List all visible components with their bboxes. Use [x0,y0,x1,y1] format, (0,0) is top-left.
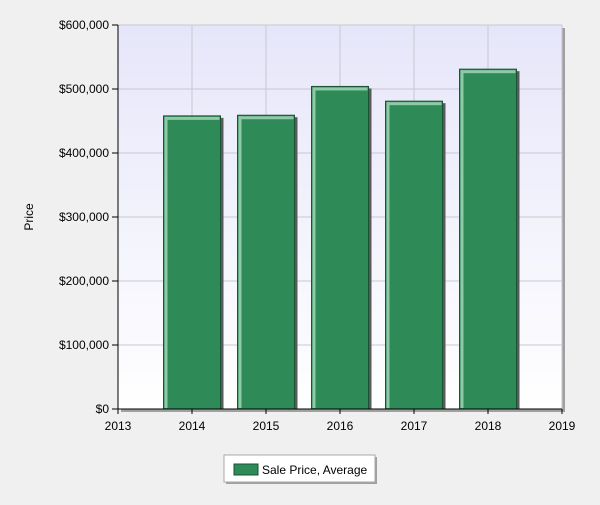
bar-2015 [237,114,298,410]
y-tick-label: $200,000 [59,274,109,288]
x-tick-label: 2013 [105,419,132,433]
bars [163,68,520,410]
x-tick-label: 2019 [549,419,576,433]
x-tick-label: 2016 [327,419,354,433]
bar-top-highlight [164,116,220,120]
legend-label: Sale Price, Average [262,463,368,477]
bar-2018 [459,68,520,410]
bar-2017 [385,100,446,410]
bar-top-highlight [238,116,294,120]
bar [163,115,221,410]
bar [311,85,369,410]
x-tick-label: 2018 [475,419,502,433]
bar [237,114,295,410]
y-tick-label: $0 [96,402,110,416]
x-tick-labels: 2013 2014 2015 2016 2017 2018 2019 [105,409,576,433]
bar-top-highlight [312,87,368,91]
bar [459,68,517,410]
legend-swatch [233,463,259,476]
bar-top-highlight [460,70,516,74]
bar-left-highlight [460,70,464,408]
bar-left-highlight [312,87,316,408]
legend: Sale Price, Average [223,454,377,484]
bar-2016 [311,85,372,410]
y-tick-label: $300,000 [59,210,109,224]
y-axis-label: Price [22,203,36,231]
y-tick-labels: $0 $100,000 $200,000 $300,000 $400,000 $500,0… [59,18,118,416]
y-tick-label: $600,000 [59,18,109,32]
bar-top-highlight [386,102,442,106]
y-tick-label: $400,000 [59,146,109,160]
bar-left-highlight [164,116,168,408]
y-tick-label: $100,000 [59,338,109,352]
y-tick-label: $500,000 [59,82,109,96]
bar-left-highlight [386,102,390,408]
bar-left-highlight [238,116,242,409]
bar [385,100,443,410]
x-tick-label: 2017 [401,419,428,433]
x-tick-label: 2014 [179,419,206,433]
bar-2014 [163,115,224,410]
x-tick-label: 2015 [253,419,280,433]
